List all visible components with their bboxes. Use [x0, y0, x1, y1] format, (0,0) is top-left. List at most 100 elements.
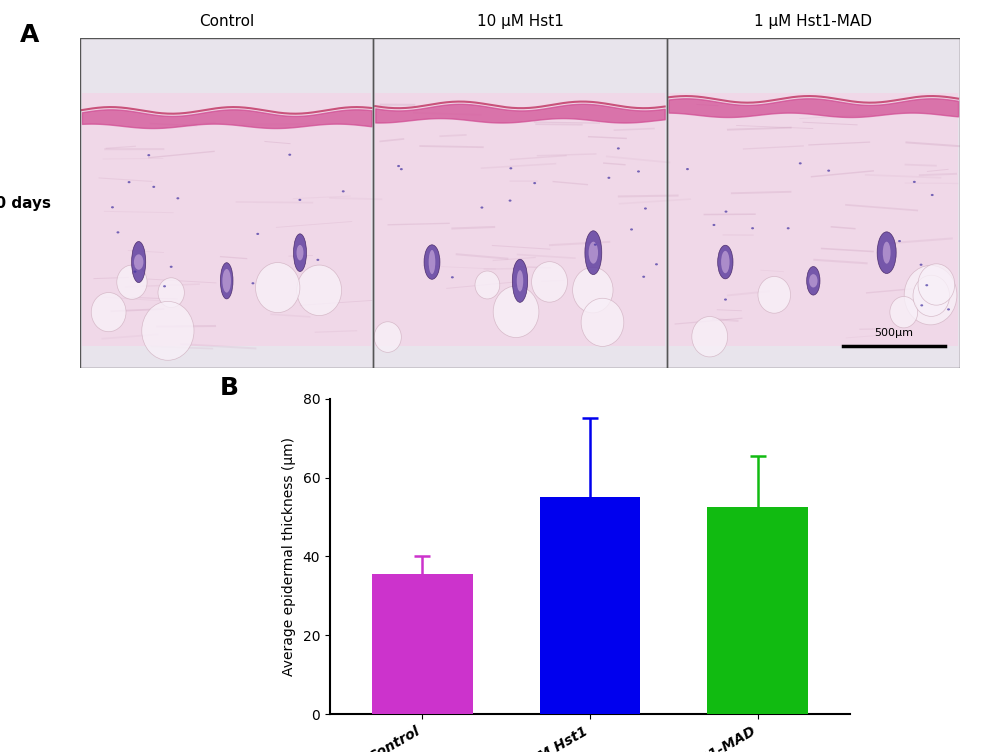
Bar: [373, 38, 667, 368]
Ellipse shape: [128, 181, 131, 183]
Circle shape: [918, 264, 955, 305]
Circle shape: [475, 271, 500, 299]
Ellipse shape: [725, 211, 727, 213]
Y-axis label: Average epidermal thickness (μm): Average epidermal thickness (μm): [282, 437, 296, 676]
Ellipse shape: [517, 270, 523, 292]
Ellipse shape: [589, 241, 598, 264]
Ellipse shape: [642, 276, 645, 277]
Circle shape: [91, 293, 126, 332]
Text: Control: Control: [199, 14, 254, 29]
Ellipse shape: [509, 167, 512, 169]
Circle shape: [255, 262, 300, 313]
Ellipse shape: [152, 186, 155, 188]
Ellipse shape: [644, 208, 647, 210]
Ellipse shape: [655, 263, 658, 265]
Bar: [540, 497, 640, 714]
Bar: [80, 38, 373, 368]
Ellipse shape: [397, 165, 400, 167]
Ellipse shape: [176, 197, 179, 199]
Circle shape: [758, 277, 791, 314]
Ellipse shape: [827, 169, 830, 171]
Ellipse shape: [220, 262, 233, 299]
Ellipse shape: [751, 227, 754, 229]
Bar: [372, 575, 473, 714]
Text: 10 μM Hst1: 10 μM Hst1: [477, 14, 563, 29]
Text: 1 μM Hst1-MAD: 1 μM Hst1-MAD: [754, 14, 872, 29]
Bar: [375, 92, 665, 347]
Ellipse shape: [132, 241, 146, 283]
Ellipse shape: [298, 199, 301, 201]
Ellipse shape: [947, 308, 950, 311]
Ellipse shape: [163, 285, 166, 287]
Ellipse shape: [222, 269, 231, 293]
Ellipse shape: [147, 154, 150, 156]
Circle shape: [913, 275, 950, 317]
Circle shape: [493, 286, 539, 338]
Ellipse shape: [424, 245, 440, 279]
Ellipse shape: [585, 231, 602, 274]
Circle shape: [297, 265, 342, 316]
Ellipse shape: [293, 234, 307, 271]
Ellipse shape: [509, 199, 512, 202]
Ellipse shape: [400, 168, 403, 170]
Ellipse shape: [480, 207, 483, 208]
Bar: [667, 38, 960, 368]
Circle shape: [573, 267, 613, 313]
Ellipse shape: [925, 284, 928, 287]
Ellipse shape: [721, 251, 730, 273]
Bar: [707, 507, 808, 714]
Bar: [82, 92, 371, 347]
Circle shape: [692, 317, 728, 357]
Ellipse shape: [297, 245, 303, 260]
Ellipse shape: [718, 245, 733, 279]
Ellipse shape: [316, 259, 319, 261]
Bar: [667, 38, 960, 368]
Ellipse shape: [883, 241, 891, 264]
Ellipse shape: [134, 271, 136, 273]
Ellipse shape: [809, 274, 818, 287]
Ellipse shape: [712, 224, 715, 226]
Ellipse shape: [807, 266, 820, 295]
Ellipse shape: [512, 259, 528, 302]
Ellipse shape: [686, 168, 689, 170]
Circle shape: [142, 302, 194, 360]
Ellipse shape: [134, 254, 143, 270]
Ellipse shape: [116, 232, 119, 233]
Bar: [80, 38, 373, 368]
Ellipse shape: [931, 194, 934, 196]
Ellipse shape: [451, 276, 454, 278]
Ellipse shape: [799, 162, 802, 165]
Ellipse shape: [607, 177, 610, 179]
Text: B: B: [220, 376, 239, 400]
Circle shape: [374, 322, 401, 353]
Ellipse shape: [342, 190, 345, 193]
Circle shape: [581, 299, 624, 347]
Text: A: A: [20, 23, 39, 47]
Ellipse shape: [288, 153, 291, 156]
Ellipse shape: [877, 232, 896, 274]
Circle shape: [532, 262, 567, 302]
Bar: [669, 92, 958, 347]
Circle shape: [117, 265, 147, 299]
Ellipse shape: [617, 147, 620, 150]
Ellipse shape: [170, 265, 173, 268]
Circle shape: [158, 277, 184, 308]
Bar: [373, 38, 667, 368]
Ellipse shape: [787, 227, 790, 229]
Ellipse shape: [898, 240, 901, 242]
Ellipse shape: [429, 250, 435, 274]
Text: 10 days: 10 days: [0, 196, 51, 211]
Ellipse shape: [256, 233, 259, 235]
Ellipse shape: [913, 180, 916, 183]
Ellipse shape: [594, 244, 597, 246]
Circle shape: [904, 265, 957, 325]
Ellipse shape: [920, 305, 923, 307]
Ellipse shape: [630, 229, 633, 231]
Ellipse shape: [111, 206, 114, 208]
Circle shape: [890, 296, 918, 328]
Ellipse shape: [724, 299, 727, 301]
Ellipse shape: [251, 282, 254, 284]
Ellipse shape: [637, 171, 640, 172]
Ellipse shape: [920, 264, 923, 265]
Ellipse shape: [533, 182, 536, 184]
